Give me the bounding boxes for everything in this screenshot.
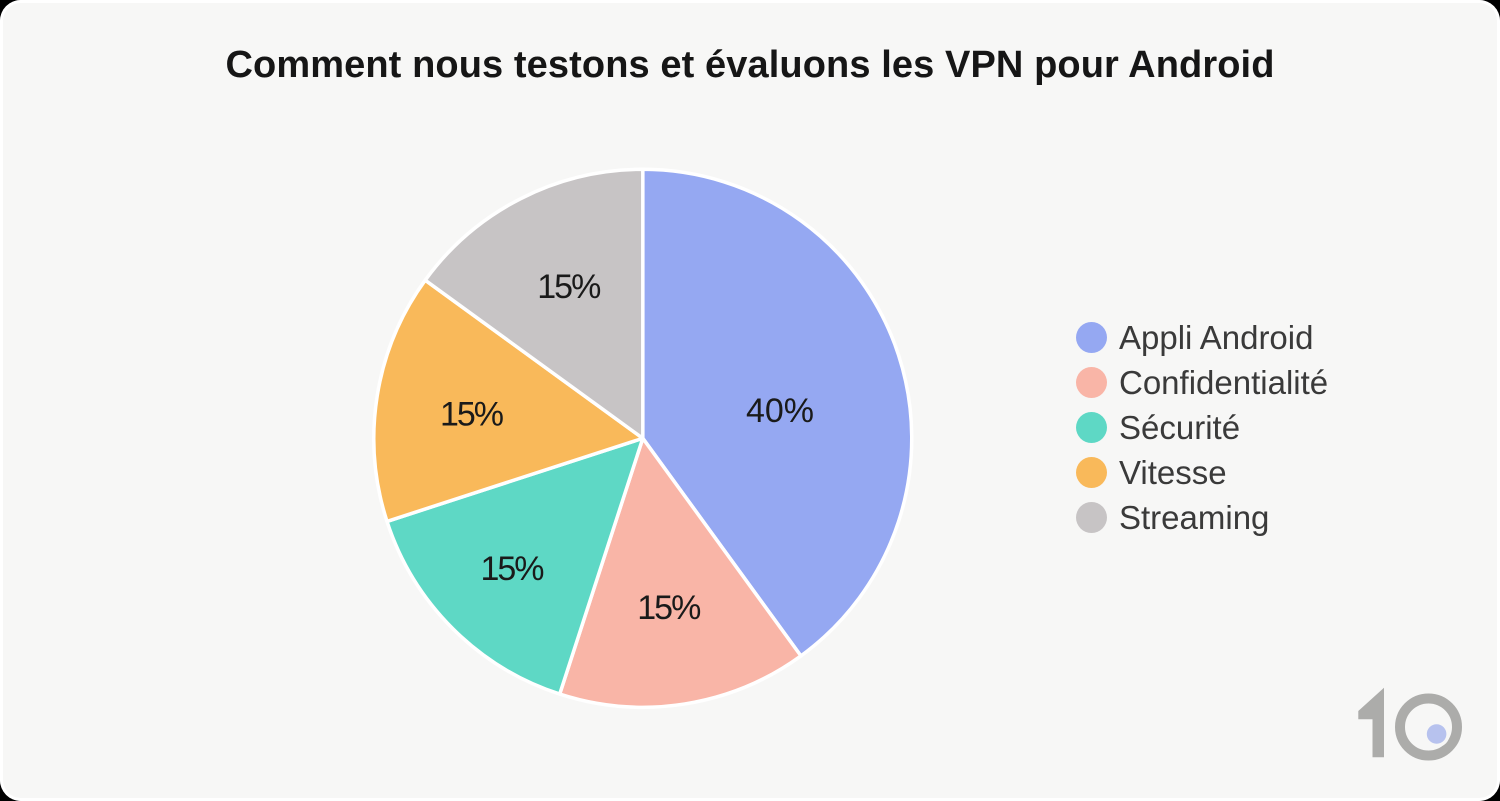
svg-text:15%: 15% — [537, 268, 601, 306]
svg-text:15%: 15% — [480, 550, 544, 588]
svg-text:15%: 15% — [440, 396, 504, 434]
svg-text:15%: 15% — [637, 589, 701, 627]
svg-text:40%: 40% — [746, 392, 814, 430]
